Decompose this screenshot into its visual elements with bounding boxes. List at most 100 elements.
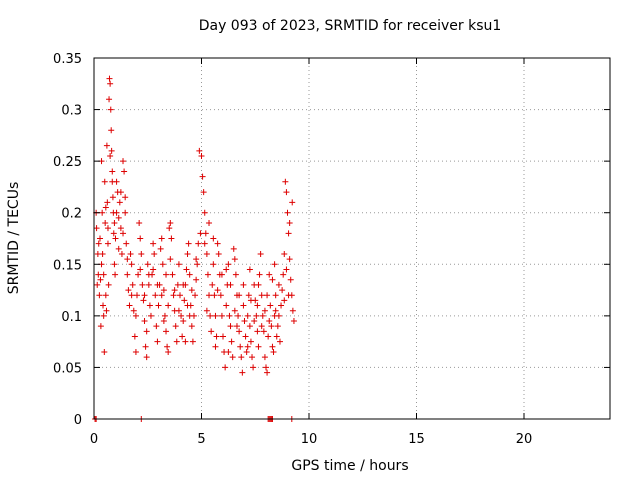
data-point (109, 178, 116, 185)
data-point (222, 364, 229, 371)
data-point (255, 281, 262, 288)
data-point (217, 292, 224, 299)
data-point (261, 354, 268, 361)
data-point (169, 271, 176, 278)
data-point (276, 338, 283, 345)
data-point (132, 312, 139, 319)
y-tick-label: 0 (74, 413, 82, 428)
data-point (283, 266, 290, 273)
data-point (96, 292, 103, 299)
data-point (107, 80, 114, 87)
data-point (212, 312, 219, 319)
data-point (260, 328, 267, 335)
data-point (287, 276, 294, 283)
data-point (214, 240, 221, 247)
data-point (183, 266, 190, 273)
data-point (226, 312, 233, 319)
data-point (247, 297, 254, 304)
data-point (147, 312, 154, 319)
data-point (125, 287, 132, 294)
data-point (105, 281, 112, 288)
data-point (267, 302, 274, 309)
data-point (203, 250, 210, 257)
data-point (161, 312, 168, 319)
data-point (223, 302, 230, 309)
data-point (273, 333, 280, 340)
data-point (239, 369, 246, 376)
data-point (231, 307, 238, 314)
data-point (116, 199, 123, 206)
data-point (137, 266, 144, 273)
data-point (249, 354, 256, 361)
data-point (158, 292, 165, 299)
data-point (100, 271, 107, 278)
data-point (285, 292, 292, 299)
data-point (265, 333, 272, 340)
data-point (129, 281, 136, 288)
data-point (201, 240, 208, 247)
data-point (106, 96, 113, 103)
data-point (232, 271, 239, 278)
data-point (275, 312, 282, 319)
data-point (245, 292, 252, 299)
data-point (143, 354, 150, 361)
data-point (181, 297, 188, 304)
data-point (208, 328, 215, 335)
data-point (242, 333, 249, 340)
data-point (130, 307, 137, 314)
data-point (286, 256, 293, 263)
data-point (261, 307, 268, 314)
data-point (233, 323, 240, 330)
data-point (175, 307, 182, 314)
x-axis-label: GPS time / hours (291, 458, 408, 474)
data-point (172, 323, 179, 330)
data-point (103, 142, 110, 149)
data-point (93, 225, 100, 232)
data-point (241, 318, 248, 325)
data-point (243, 348, 250, 355)
data-point (244, 343, 251, 350)
x-tick-label: 0 (90, 432, 98, 447)
data-point (250, 364, 257, 371)
data-point (210, 235, 217, 242)
data-point (251, 318, 258, 325)
data-point (278, 302, 285, 309)
data-point (150, 266, 157, 273)
data-point (163, 271, 170, 278)
data-point (139, 281, 146, 288)
data-point (204, 271, 211, 278)
data-point (122, 194, 129, 201)
data-point (209, 281, 216, 288)
data-point (274, 323, 281, 330)
data-point (211, 292, 218, 299)
data-point (270, 348, 277, 355)
y-tick-label: 0.2 (61, 207, 82, 222)
data-point (281, 250, 288, 257)
data-point (128, 261, 135, 268)
data-point (112, 271, 119, 278)
data-point (210, 261, 217, 268)
data-point (107, 106, 114, 113)
data-point (289, 199, 296, 206)
data-point (264, 369, 271, 376)
plot-frame (93, 57, 611, 420)
data-point (258, 323, 265, 330)
data-point (290, 318, 297, 325)
data-point (272, 307, 279, 314)
data-point (112, 235, 119, 242)
data-point (109, 194, 116, 201)
data-point (215, 250, 222, 257)
data-point (104, 199, 111, 206)
data-point (237, 343, 244, 350)
data-point (127, 250, 134, 257)
x-tick-label: 15 (408, 432, 425, 447)
data-point (193, 256, 200, 263)
data-point (218, 271, 225, 278)
data-point (199, 173, 206, 180)
data-point (108, 127, 115, 134)
data-point (95, 240, 102, 247)
data-point (266, 271, 273, 278)
data-point (126, 302, 133, 309)
data-point (174, 281, 181, 288)
data-point (175, 261, 182, 268)
